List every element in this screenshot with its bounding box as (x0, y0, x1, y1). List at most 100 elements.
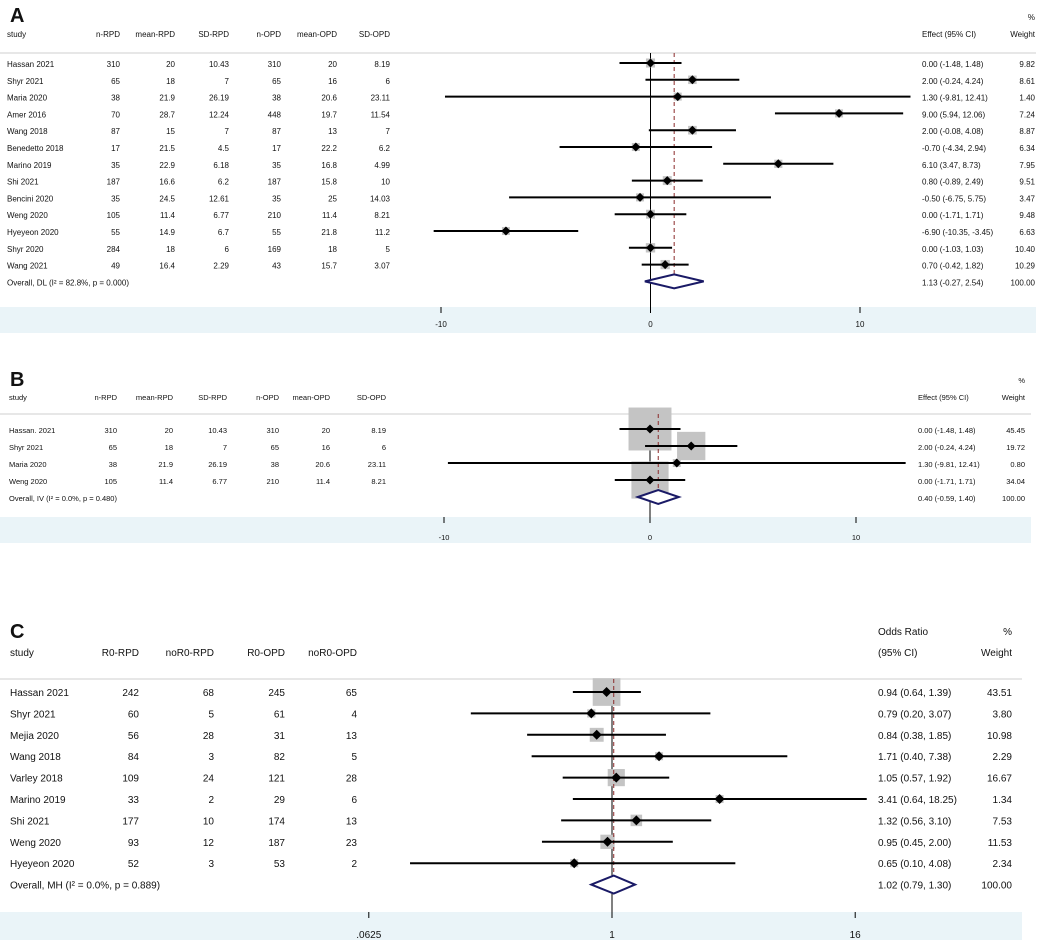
panel-b-header-weight: Weight (1002, 393, 1026, 402)
panel-c-study-col: 29 (274, 795, 286, 806)
panel-a-study-col: 12.61 (209, 194, 230, 203)
panel-c-study-ci: 0.84 (0.38, 1.85) (878, 731, 951, 742)
panel-c-point-estimate (601, 687, 612, 697)
panel-c-point-estimate (714, 794, 725, 804)
panel-c-study-name: Wang 2018 (10, 752, 61, 763)
panel-b-study-col: 23.11 (368, 460, 386, 469)
panel-b-point-estimate (645, 424, 655, 434)
panel-a-study-col: 11.4 (160, 211, 176, 220)
panel-a-study-col: 3.07 (374, 262, 390, 271)
panel-a-study-col: 187 (107, 178, 121, 187)
panel-a-study-col: 35 (111, 194, 120, 203)
panel-a-point-estimate (673, 92, 683, 102)
panel-a-study-col: 7 (225, 127, 230, 136)
panel-a-study-weight: 8.61 (1019, 77, 1035, 86)
panel-b-study-col: 105 (104, 477, 117, 486)
panel-b-study-col: 16 (322, 443, 330, 452)
panel-a-study-col: 38 (272, 94, 281, 103)
panel-b-study-weight: 0.80 (1010, 460, 1025, 469)
panel-a-study-col: 23.11 (371, 94, 391, 103)
panel-b-study-ci: 0.00 (-1.71, 1.71) (918, 477, 976, 486)
panel-a-study-weight: 9.82 (1019, 60, 1035, 69)
panel-a-study-col: 6.77 (213, 211, 229, 220)
panel-a-study-col: 4.99 (374, 161, 390, 170)
panel-a-study-ci: -6.90 (-10.35, -3.45) (922, 228, 993, 237)
panel-a-study-col: 70 (111, 110, 120, 119)
panel-c-study-col: 60 (128, 709, 140, 720)
panel-c-study-col: 65 (346, 688, 358, 699)
panel-c-study-col: 33 (128, 795, 140, 806)
panel-c-study-col: 109 (122, 774, 139, 785)
panel-b-study-col: 20.6 (315, 460, 330, 469)
panel-a-study-col: 17 (111, 144, 120, 153)
panel-c-study-col: 13 (346, 731, 358, 742)
panel-b-header-c6: SD-OPD (357, 393, 387, 402)
panel-c-study-ci: 1.32 (0.56, 3.10) (878, 816, 951, 827)
panel-a-study-col: 16.8 (321, 161, 337, 170)
panel-a-study-col: 15.7 (321, 262, 337, 271)
panel-a-study-col: 6.18 (213, 161, 229, 170)
panel-a-study-weight: 8.87 (1019, 127, 1035, 136)
panel-a-study-name: Wang 2018 (7, 127, 48, 136)
panel-a-study-name: Weng 2020 (7, 211, 48, 220)
panel-b-study-col: 10.43 (208, 426, 227, 435)
panel-c-study-col: 5 (208, 709, 214, 720)
panel-a-study-weight: 3.47 (1019, 194, 1035, 203)
panel-c-study-col: 13 (346, 816, 358, 827)
panel-b-header-pct: % (1018, 376, 1025, 385)
panel-a-point-estimate (635, 192, 645, 202)
panel-a-study-col: 11.4 (322, 211, 338, 220)
panel-a-study-col: 18 (166, 77, 175, 86)
panel-a-study-weight: 1.40 (1019, 94, 1035, 103)
panel-b-axis-tick-label: 10 (852, 533, 860, 542)
panel-c-study-weight: 1.34 (993, 795, 1013, 806)
panel-a-study-col: 43 (272, 262, 281, 271)
panel-c-study-col: 3 (208, 752, 214, 763)
panel-a-overall-weight: 100.00 (1011, 278, 1036, 287)
panel-c-study-weight: 3.80 (993, 709, 1013, 720)
panel-a-study-col: 65 (111, 77, 120, 86)
panel-a-study-col: 16.6 (159, 178, 175, 187)
panel-c-study-ci: 0.65 (0.10, 4.08) (878, 859, 951, 870)
panel-c-study-col: 23 (346, 838, 358, 849)
panel-c-study-col: 53 (274, 859, 286, 870)
panel-a-study-weight: 7.95 (1019, 161, 1035, 170)
panel-a-study-name: Maria 2020 (7, 94, 48, 103)
panel-a-study-name: Hassan 2021 (7, 60, 55, 69)
panel-b-header-c4: n-OPD (256, 393, 280, 402)
panel-b-study-ci: 0.00 (-1.48, 1.48) (918, 426, 976, 435)
panel-a-study-col: 16 (328, 77, 337, 86)
panel-b-study-weight: 19.72 (1006, 443, 1025, 452)
panel-a-study-col: 21.9 (159, 94, 175, 103)
panel-a-study-ci: 2.00 (-0.08, 4.08) (922, 127, 984, 136)
panel-a-study-col: 187 (268, 178, 282, 187)
panel-b-study-col: 65 (271, 443, 279, 452)
panel-a-point-estimate (687, 75, 697, 85)
panel-a-overall-diamond (644, 273, 704, 290)
panel-a-study-ci: -0.50 (-6.75, 5.75) (922, 194, 986, 203)
panel-b-study-col: 8.19 (371, 426, 386, 435)
panel-a-study-col: 13 (328, 127, 337, 136)
panel-b-study-name: Hassan. 2021 (9, 426, 55, 435)
panel-c-study-col: 6 (351, 795, 357, 806)
panel-a-study-col: 25 (328, 194, 337, 203)
panel-a-study-name: Shyr 2021 (7, 77, 44, 86)
panel-a-study-col: 17 (272, 144, 281, 153)
panel-c-study-col: 121 (268, 774, 285, 785)
panel-a-study-col: 7 (225, 77, 230, 86)
panel-a-study-weight: 10.40 (1015, 245, 1036, 254)
panel-c-point-estimate (602, 836, 613, 847)
panel-c-study-col: 68 (203, 688, 215, 699)
panel-a-study-weight: 9.51 (1019, 178, 1035, 187)
panel-a-study-ci: 0.00 (-1.03, 1.03) (922, 245, 984, 254)
panel-c-study-col: 2 (351, 859, 357, 870)
panel-a-study-col: 22.9 (159, 161, 175, 170)
panel-b-study-col: 20 (165, 426, 173, 435)
panel-a-header-c3: SD-RPD (198, 30, 229, 39)
panel-a-header-c5: mean-OPD (297, 30, 337, 39)
panel-b-header-c3: SD-RPD (198, 393, 227, 402)
panel-b-study-col: 21.9 (158, 460, 173, 469)
panel-c-study-weight: 2.29 (993, 752, 1013, 763)
panel-c-study-col: 187 (268, 838, 285, 849)
panel-a-header-weight: Weight (1010, 30, 1036, 39)
